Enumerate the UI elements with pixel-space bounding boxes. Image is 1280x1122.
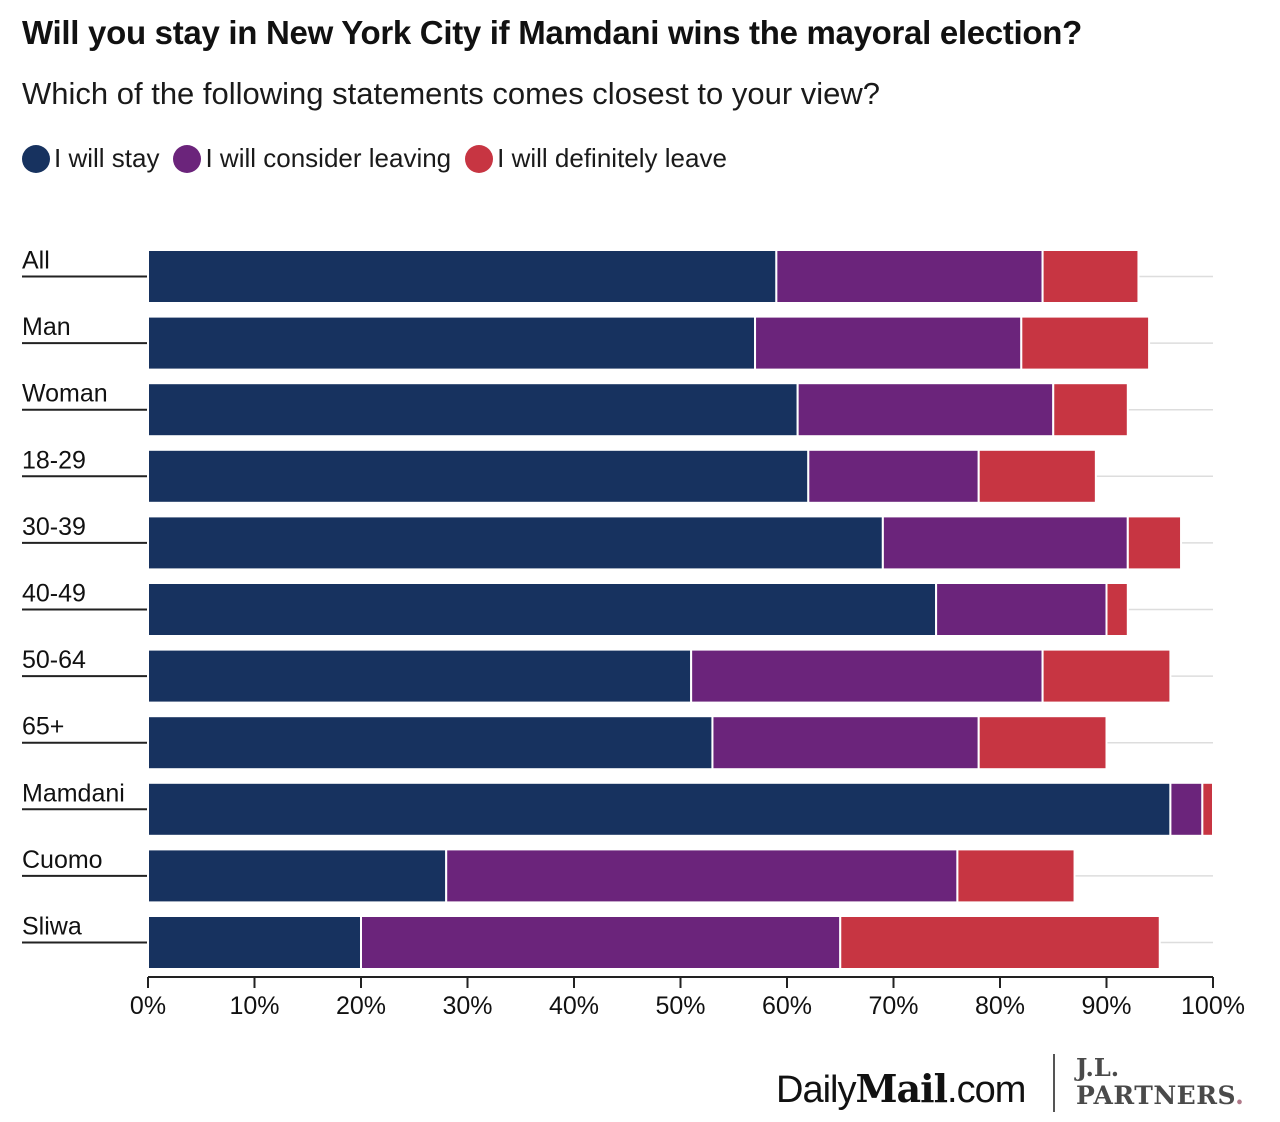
logo-partners: PARTNERS	[1076, 1081, 1236, 1110]
logo-mail: Mail	[855, 1066, 948, 1111]
legend-dot-stay	[22, 144, 50, 173]
category-label: Cuomo	[22, 846, 103, 874]
bar-segment-leave	[1041, 648, 1172, 704]
category-label: Woman	[22, 380, 108, 408]
x-tick-label: 100%	[1181, 992, 1245, 1020]
bar-segment-stay	[147, 382, 799, 438]
bar-segment-stay	[147, 848, 448, 904]
bar-segment-consider	[711, 715, 980, 771]
legend-dot-consider	[173, 144, 202, 173]
legend-label-consider: I will consider leaving	[205, 143, 452, 173]
bar-segment-consider	[807, 448, 980, 504]
footer-logos: DailyMail.com J.L. PARTNERS.	[776, 1052, 1256, 1116]
legend-item-leave: I will definitely leave	[465, 143, 727, 174]
bar-segment-stay	[147, 582, 938, 637]
bar-segment-leave	[1052, 382, 1129, 438]
bar-segment-consider	[1169, 781, 1204, 837]
x-axis: 0% 10% 20% 30% 40% 50% 60% 70% 80% 90% 100%	[130, 976, 1245, 1020]
logo-divider	[1053, 1054, 1055, 1112]
bar-segment-stay	[147, 648, 693, 704]
stacked-bar-chart: All Man Woman 18-29 30-39 40-49 50-64 65+ Mamdan…	[22, 247, 1245, 1020]
x-tick-label: 30%	[442, 992, 492, 1020]
bar-segment-consider	[445, 848, 959, 904]
jl-partners-logo: J.L. PARTNERS.	[1076, 1054, 1244, 1110]
chart-title: Will you stay in New York City if Mamdan…	[22, 14, 1082, 51]
x-tick-label: 70%	[868, 992, 918, 1020]
x-tick-label: 90%	[1081, 992, 1131, 1020]
logo-jl: J.L.	[1076, 1053, 1120, 1082]
legend-label-leave: I will definitely leave	[497, 143, 727, 173]
legend-item-stay: I will stay	[22, 143, 159, 174]
bar-segment-stay	[147, 315, 757, 371]
bar-segment-leave	[956, 848, 1076, 904]
category-label: 18-29	[22, 446, 86, 474]
x-tick-label: 40%	[549, 992, 599, 1020]
bar-segment-consider	[360, 915, 842, 970]
x-tick-label: 50%	[655, 992, 705, 1020]
bar-segment-leave	[977, 715, 1108, 771]
legend-dot-leave	[465, 144, 494, 173]
legend-label-stay: I will stay	[54, 143, 160, 173]
bar-segment-consider	[775, 249, 1044, 304]
bar-segment-leave	[1126, 515, 1183, 571]
x-tick-label: 0%	[130, 992, 166, 1020]
bar-segment-leave	[839, 915, 1161, 970]
bar-segment-leave	[977, 448, 1097, 504]
bar-segment-stay	[147, 715, 714, 771]
x-tick-label: 10%	[229, 992, 279, 1020]
bar-segment-leave	[1020, 315, 1151, 371]
bar-segment-consider	[935, 582, 1108, 637]
bar-segment-stay	[147, 249, 778, 304]
x-tick-label: 60%	[762, 992, 812, 1020]
logo-com: .com	[947, 1069, 1026, 1111]
legend-item-consider: I will consider leaving	[173, 143, 451, 174]
legend: I will stay I will consider leaving I wi…	[22, 143, 741, 174]
bar-segment-leave	[1105, 582, 1129, 637]
dailymail-logo: DailyMail.com	[776, 1066, 1026, 1112]
x-tick-label: 20%	[336, 992, 386, 1020]
bar-segment-consider	[881, 515, 1129, 571]
category-label: Man	[22, 313, 71, 341]
logo-partners-dot: .	[1235, 1081, 1245, 1110]
category-label: Mamdani	[22, 779, 125, 807]
bar-segment-stay	[147, 448, 810, 504]
category-label: 40-49	[22, 580, 86, 608]
category-label: 30-39	[22, 513, 86, 541]
category-label: All	[22, 247, 50, 275]
category-labels: All Man Woman 18-29 30-39 40-49 50-64 65+ Mamdan…	[22, 247, 148, 944]
category-label: 65+	[22, 713, 64, 741]
category-label: Sliwa	[22, 913, 82, 941]
category-label: 50-64	[22, 646, 86, 674]
x-tick-label: 80%	[975, 992, 1025, 1020]
logo-daily: Daily	[776, 1069, 856, 1111]
bar-segment-consider	[690, 648, 1044, 704]
bar-segment-leave	[1041, 249, 1140, 304]
bar-segment-consider	[796, 382, 1055, 438]
bar-segment-consider	[754, 315, 1023, 371]
bar-segment-stay	[147, 915, 362, 970]
chart-subtitle: Which of the following statements comes …	[22, 76, 881, 111]
bars	[147, 249, 1214, 970]
bar-segment-stay	[147, 515, 884, 571]
bar-segment-leave	[1201, 781, 1214, 837]
bar-segment-stay	[147, 781, 1172, 837]
